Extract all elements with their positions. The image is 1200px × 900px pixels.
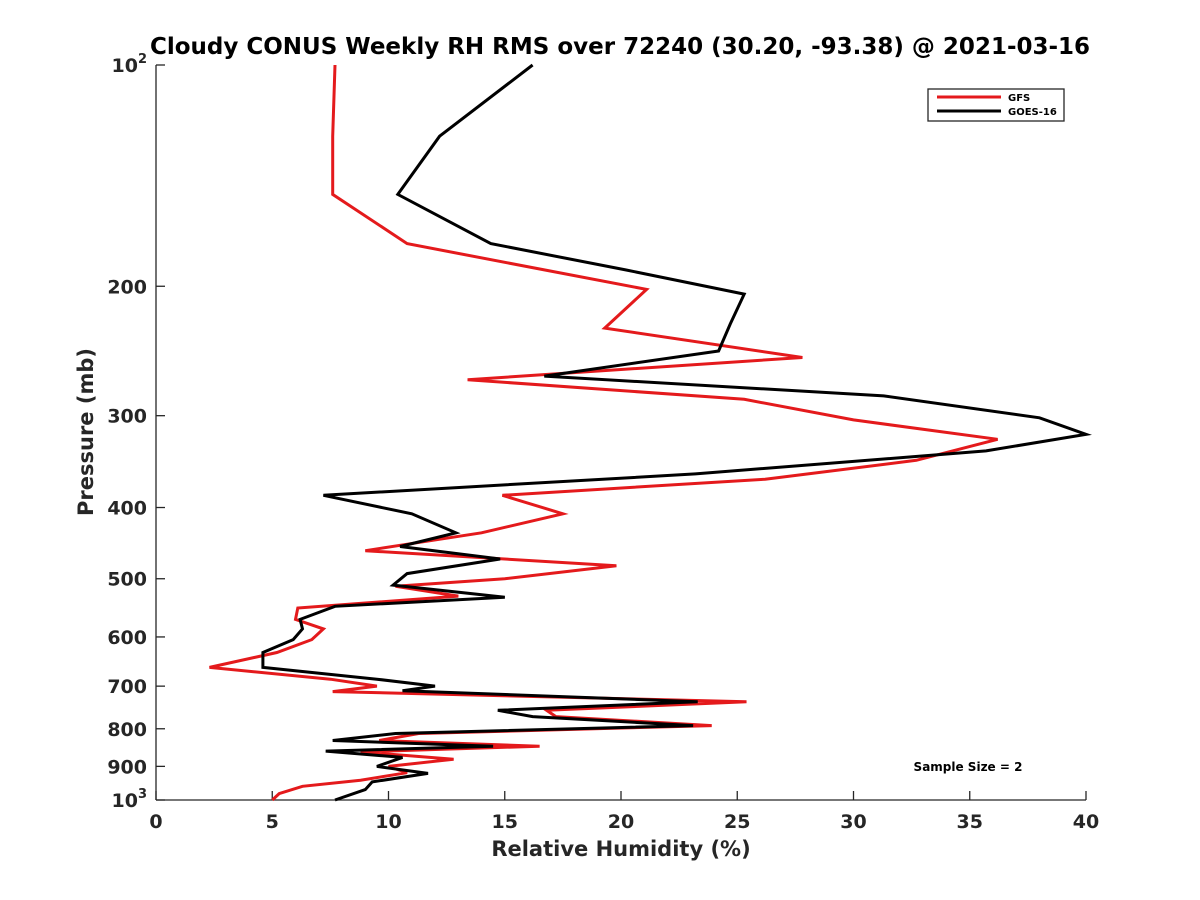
y-axis-label: Pressure (mb) (74, 348, 98, 516)
x-tick-label: 5 (266, 811, 279, 833)
y-tick-label: 900 (107, 756, 147, 778)
legend-box (927, 88, 1065, 122)
x-tick-label: 0 (149, 811, 162, 833)
y-tick-label: 600 (107, 627, 147, 649)
x-tick-label: 25 (724, 811, 750, 833)
x-tick-label: 20 (608, 811, 634, 833)
x-tick-label: 15 (492, 811, 518, 833)
x-tick-label: 35 (957, 811, 983, 833)
x-tick-label: 30 (840, 811, 866, 833)
y-tick-label: 700 (107, 676, 147, 698)
y-tick-label: 103 (112, 787, 148, 812)
y-tick-label: 300 (107, 406, 147, 428)
x-tick-label: 40 (1073, 811, 1099, 833)
legend-label-gfs: GFS (1008, 93, 1030, 104)
y-tick-label: 800 (107, 719, 147, 741)
y-ticks: 102 200 300 400 500 600 700 800 900 103 (107, 52, 165, 812)
x-ticks: 0 5 10 15 20 25 30 35 40 (149, 791, 1099, 833)
y-tick-label: 400 (107, 498, 147, 520)
chart-title: Cloudy CONUS Weekly RH RMS over 72240 (3… (150, 34, 1090, 60)
x-tick-label: 10 (375, 811, 401, 833)
y-tick-label: 102 (112, 52, 148, 77)
y-tick-label: 500 (107, 569, 147, 591)
y-tick-label: 200 (107, 276, 147, 298)
series-line-gfs (209, 64, 998, 802)
legend: GFS GOES-16 (927, 88, 1065, 122)
series-line-goes-16 (261, 63, 1092, 802)
x-axis-label: Relative Humidity (%) (491, 837, 750, 861)
series-layer (209, 63, 1092, 802)
sample-size-annotation: Sample Size = 2 (914, 760, 1023, 774)
legend-label-goes-16: GOES-16 (1008, 107, 1057, 118)
